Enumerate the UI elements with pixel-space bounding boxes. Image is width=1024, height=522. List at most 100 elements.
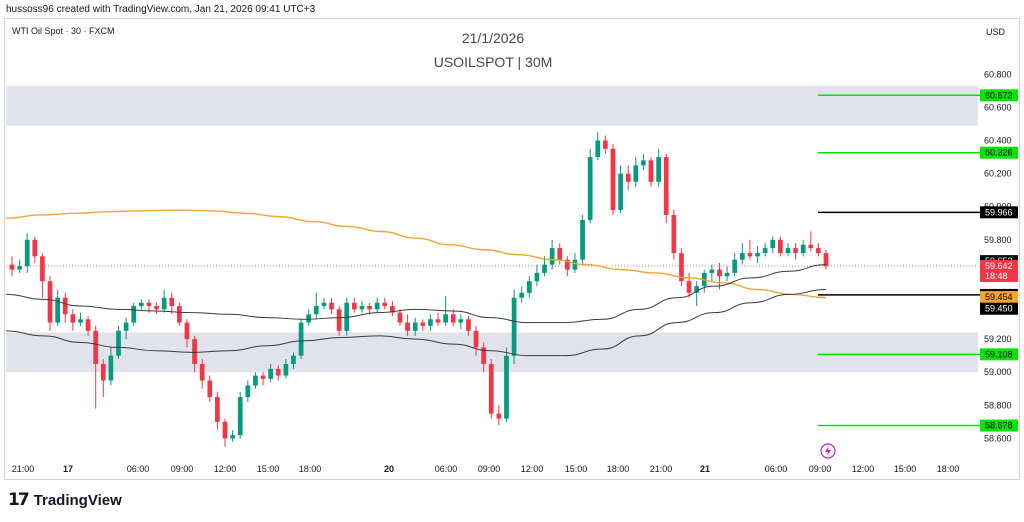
candle-body	[686, 281, 692, 293]
candle-body	[496, 413, 502, 419]
candle-body	[351, 302, 357, 310]
x-tick-label: 09:00	[478, 464, 501, 474]
candle-body	[663, 157, 669, 215]
candle-body	[405, 322, 410, 331]
candle-body	[572, 259, 578, 270]
candle-body	[450, 314, 456, 323]
x-tick-label: 15:00	[565, 464, 588, 474]
x-tick-label: 12:00	[521, 464, 544, 474]
candle-body	[488, 363, 494, 414]
candle-body	[291, 355, 296, 364]
candle-body	[511, 297, 517, 356]
candle-body	[717, 269, 722, 277]
x-tick-label: 06:00	[435, 464, 458, 474]
x-tick-label: 18:00	[607, 464, 630, 474]
candle-body	[633, 165, 639, 182]
candle-body	[85, 319, 91, 331]
candle-body	[24, 239, 30, 267]
candle-body	[641, 160, 646, 166]
candle-body	[9, 264, 15, 270]
candle-body	[329, 302, 334, 310]
candle-body	[207, 380, 213, 398]
level-label: 59.108	[985, 349, 1013, 359]
x-tick-label: 15:00	[894, 464, 917, 474]
level-label: 60.326	[985, 148, 1013, 158]
price-tag	[980, 259, 1018, 282]
candle-body	[762, 248, 768, 254]
level-tag	[980, 348, 1018, 361]
candle-body	[32, 239, 38, 257]
candle-body	[435, 319, 441, 323]
level-label: 60.673	[985, 90, 1013, 100]
lightning-icon[interactable]	[820, 443, 836, 459]
candle-body	[618, 173, 623, 211]
sr-zone	[6, 85, 978, 126]
candle-body	[458, 319, 464, 323]
candle-body	[542, 264, 547, 273]
price-tag-label: 59.642	[985, 261, 1013, 271]
candle-body	[40, 256, 45, 282]
candle-body	[519, 292, 525, 298]
candle-body	[732, 259, 738, 273]
candle-body	[671, 214, 677, 254]
candle-body	[397, 312, 403, 323]
brand-name: TradingView	[33, 491, 122, 509]
candle-body	[823, 253, 829, 267]
symbol-info[interactable]: WTI Oil Spot · 30 · FXCM	[12, 26, 115, 36]
level-tag	[980, 206, 1018, 219]
y-tick-label: 60.400	[984, 135, 1012, 145]
candle-body	[374, 302, 380, 310]
ma-orange	[5, 209, 827, 299]
x-tick-label: 18:00	[299, 464, 322, 474]
chart-title: 21/1/2026	[461, 30, 525, 46]
candle-body	[656, 157, 661, 182]
candle-body	[595, 140, 601, 158]
candle-body	[800, 244, 806, 254]
candle-body	[192, 339, 197, 364]
chart-frame	[4, 18, 1020, 480]
tradingview-logo[interactable]: 17 TradingView	[8, 490, 122, 510]
candle-body	[793, 248, 798, 254]
y-tick-label: 59.800	[984, 235, 1012, 245]
level-tag	[980, 89, 1018, 102]
candle-body	[557, 248, 563, 260]
candle-body	[215, 397, 220, 422]
candle-body	[177, 306, 182, 323]
x-tick-label: 18:00	[937, 464, 960, 474]
candle-body	[237, 397, 243, 436]
price-tag-label: 59.450	[985, 304, 1013, 314]
x-tick-label: 06:00	[127, 464, 150, 474]
candle-body	[481, 347, 487, 364]
price-tag	[980, 291, 1018, 304]
candle-body	[526, 281, 532, 293]
candle-body	[344, 302, 350, 331]
candle-body	[62, 297, 68, 315]
candle-body	[549, 248, 555, 265]
x-tick-label: 21	[700, 464, 710, 474]
x-tick-label: 15:00	[257, 464, 280, 474]
candle-body	[154, 306, 159, 310]
price-tag	[980, 302, 1018, 315]
candle-body	[306, 314, 312, 323]
candle-body	[473, 330, 479, 348]
y-tick-label: 59.200	[984, 334, 1012, 344]
currency-label[interactable]: USD	[986, 27, 1006, 37]
candle-body	[184, 322, 190, 340]
candle-body	[580, 219, 585, 260]
candle-body	[724, 272, 730, 277]
candle-body	[428, 319, 433, 326]
x-tick-label: 09:00	[809, 464, 832, 474]
candle-body	[770, 239, 776, 249]
x-tick-label: 09:00	[171, 464, 194, 474]
candle-body	[55, 297, 61, 323]
candle-body	[359, 306, 365, 310]
x-tick-label: 12:00	[214, 464, 237, 474]
candle-body	[138, 302, 144, 307]
candle-body	[146, 302, 152, 307]
candle-body	[253, 375, 258, 386]
candle-body	[313, 306, 319, 315]
candle-body	[169, 297, 175, 307]
candle-body	[694, 286, 700, 293]
candle-body	[534, 272, 540, 282]
